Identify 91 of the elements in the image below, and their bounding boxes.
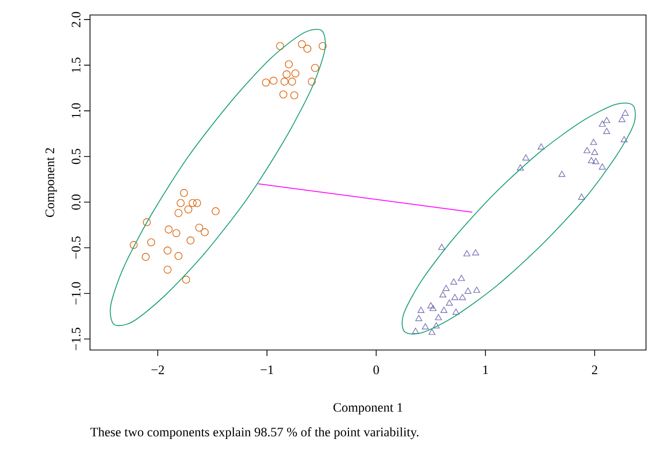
x-tick-label: −1 — [260, 366, 274, 374]
x-tick-label: 1 — [483, 366, 488, 374]
point — [193, 199, 202, 207]
point — [291, 69, 300, 78]
point — [212, 207, 220, 216]
point — [440, 306, 448, 313]
point — [430, 304, 436, 312]
point — [180, 189, 188, 197]
point — [446, 299, 453, 306]
y-tick-label: 1.5 — [72, 58, 80, 72]
point — [516, 164, 524, 170]
x-tick-label: 0 — [373, 366, 379, 374]
point — [415, 315, 422, 322]
y-tick-label: 2.0 — [72, 12, 80, 28]
point — [262, 78, 270, 86]
point — [578, 194, 586, 200]
point — [418, 306, 424, 313]
point — [176, 199, 185, 207]
point — [473, 286, 480, 293]
point — [439, 291, 446, 298]
point — [142, 218, 151, 226]
point — [308, 78, 316, 86]
point — [130, 241, 138, 249]
point — [172, 229, 180, 238]
point — [452, 308, 460, 315]
point — [592, 158, 600, 164]
point — [174, 252, 182, 260]
y-tick-label: −1.5 — [72, 328, 80, 350]
point — [522, 154, 530, 160]
point — [451, 294, 458, 300]
y-tick-label: −0.5 — [72, 236, 80, 259]
point — [591, 148, 598, 155]
point — [458, 274, 465, 281]
point — [463, 250, 470, 256]
point — [459, 294, 466, 300]
point — [472, 249, 480, 256]
point — [438, 244, 446, 250]
point — [182, 276, 190, 284]
point — [290, 91, 298, 100]
point — [588, 157, 595, 164]
point — [279, 90, 288, 98]
point — [282, 70, 291, 78]
x-axis-title: Component 1 — [333, 403, 402, 414]
point — [558, 170, 566, 177]
point — [184, 205, 192, 214]
point — [464, 288, 472, 294]
point — [298, 40, 306, 48]
y-tick-label: 0.5 — [72, 148, 80, 164]
y-tick-label: −1.0 — [72, 282, 80, 304]
point — [428, 328, 436, 335]
point — [618, 116, 626, 122]
point — [311, 64, 319, 72]
point — [164, 266, 172, 274]
point — [303, 44, 312, 53]
point — [174, 209, 182, 218]
point — [412, 328, 419, 334]
y-tick-label: 0.0 — [72, 194, 80, 210]
point — [598, 120, 606, 127]
point — [434, 314, 442, 320]
point — [584, 147, 590, 154]
point — [450, 278, 458, 285]
point — [164, 226, 173, 234]
y-axis-title: Component 2 — [46, 148, 57, 218]
point — [538, 143, 545, 150]
point — [622, 110, 629, 116]
point — [603, 116, 610, 124]
point — [188, 199, 197, 207]
point — [195, 224, 204, 232]
x-tick-label: 2 — [592, 366, 598, 374]
point — [590, 138, 598, 145]
text: These two components explain 98.57 % of the point variability. — [90, 427, 418, 440]
point — [142, 252, 150, 261]
point — [280, 78, 288, 86]
y-tick-label: 1.0 — [72, 103, 80, 118]
point — [598, 163, 606, 170]
point — [164, 246, 172, 254]
point — [270, 76, 278, 85]
point — [288, 78, 296, 86]
point — [442, 284, 450, 291]
point — [284, 60, 293, 68]
point — [427, 302, 434, 308]
point — [147, 238, 156, 246]
point — [200, 228, 209, 236]
point — [276, 42, 284, 50]
point — [422, 323, 429, 330]
point — [432, 322, 440, 328]
x-tick-label: −2 — [151, 366, 164, 374]
point — [318, 42, 327, 50]
point — [620, 136, 628, 142]
point — [186, 236, 194, 244]
point — [603, 128, 610, 134]
